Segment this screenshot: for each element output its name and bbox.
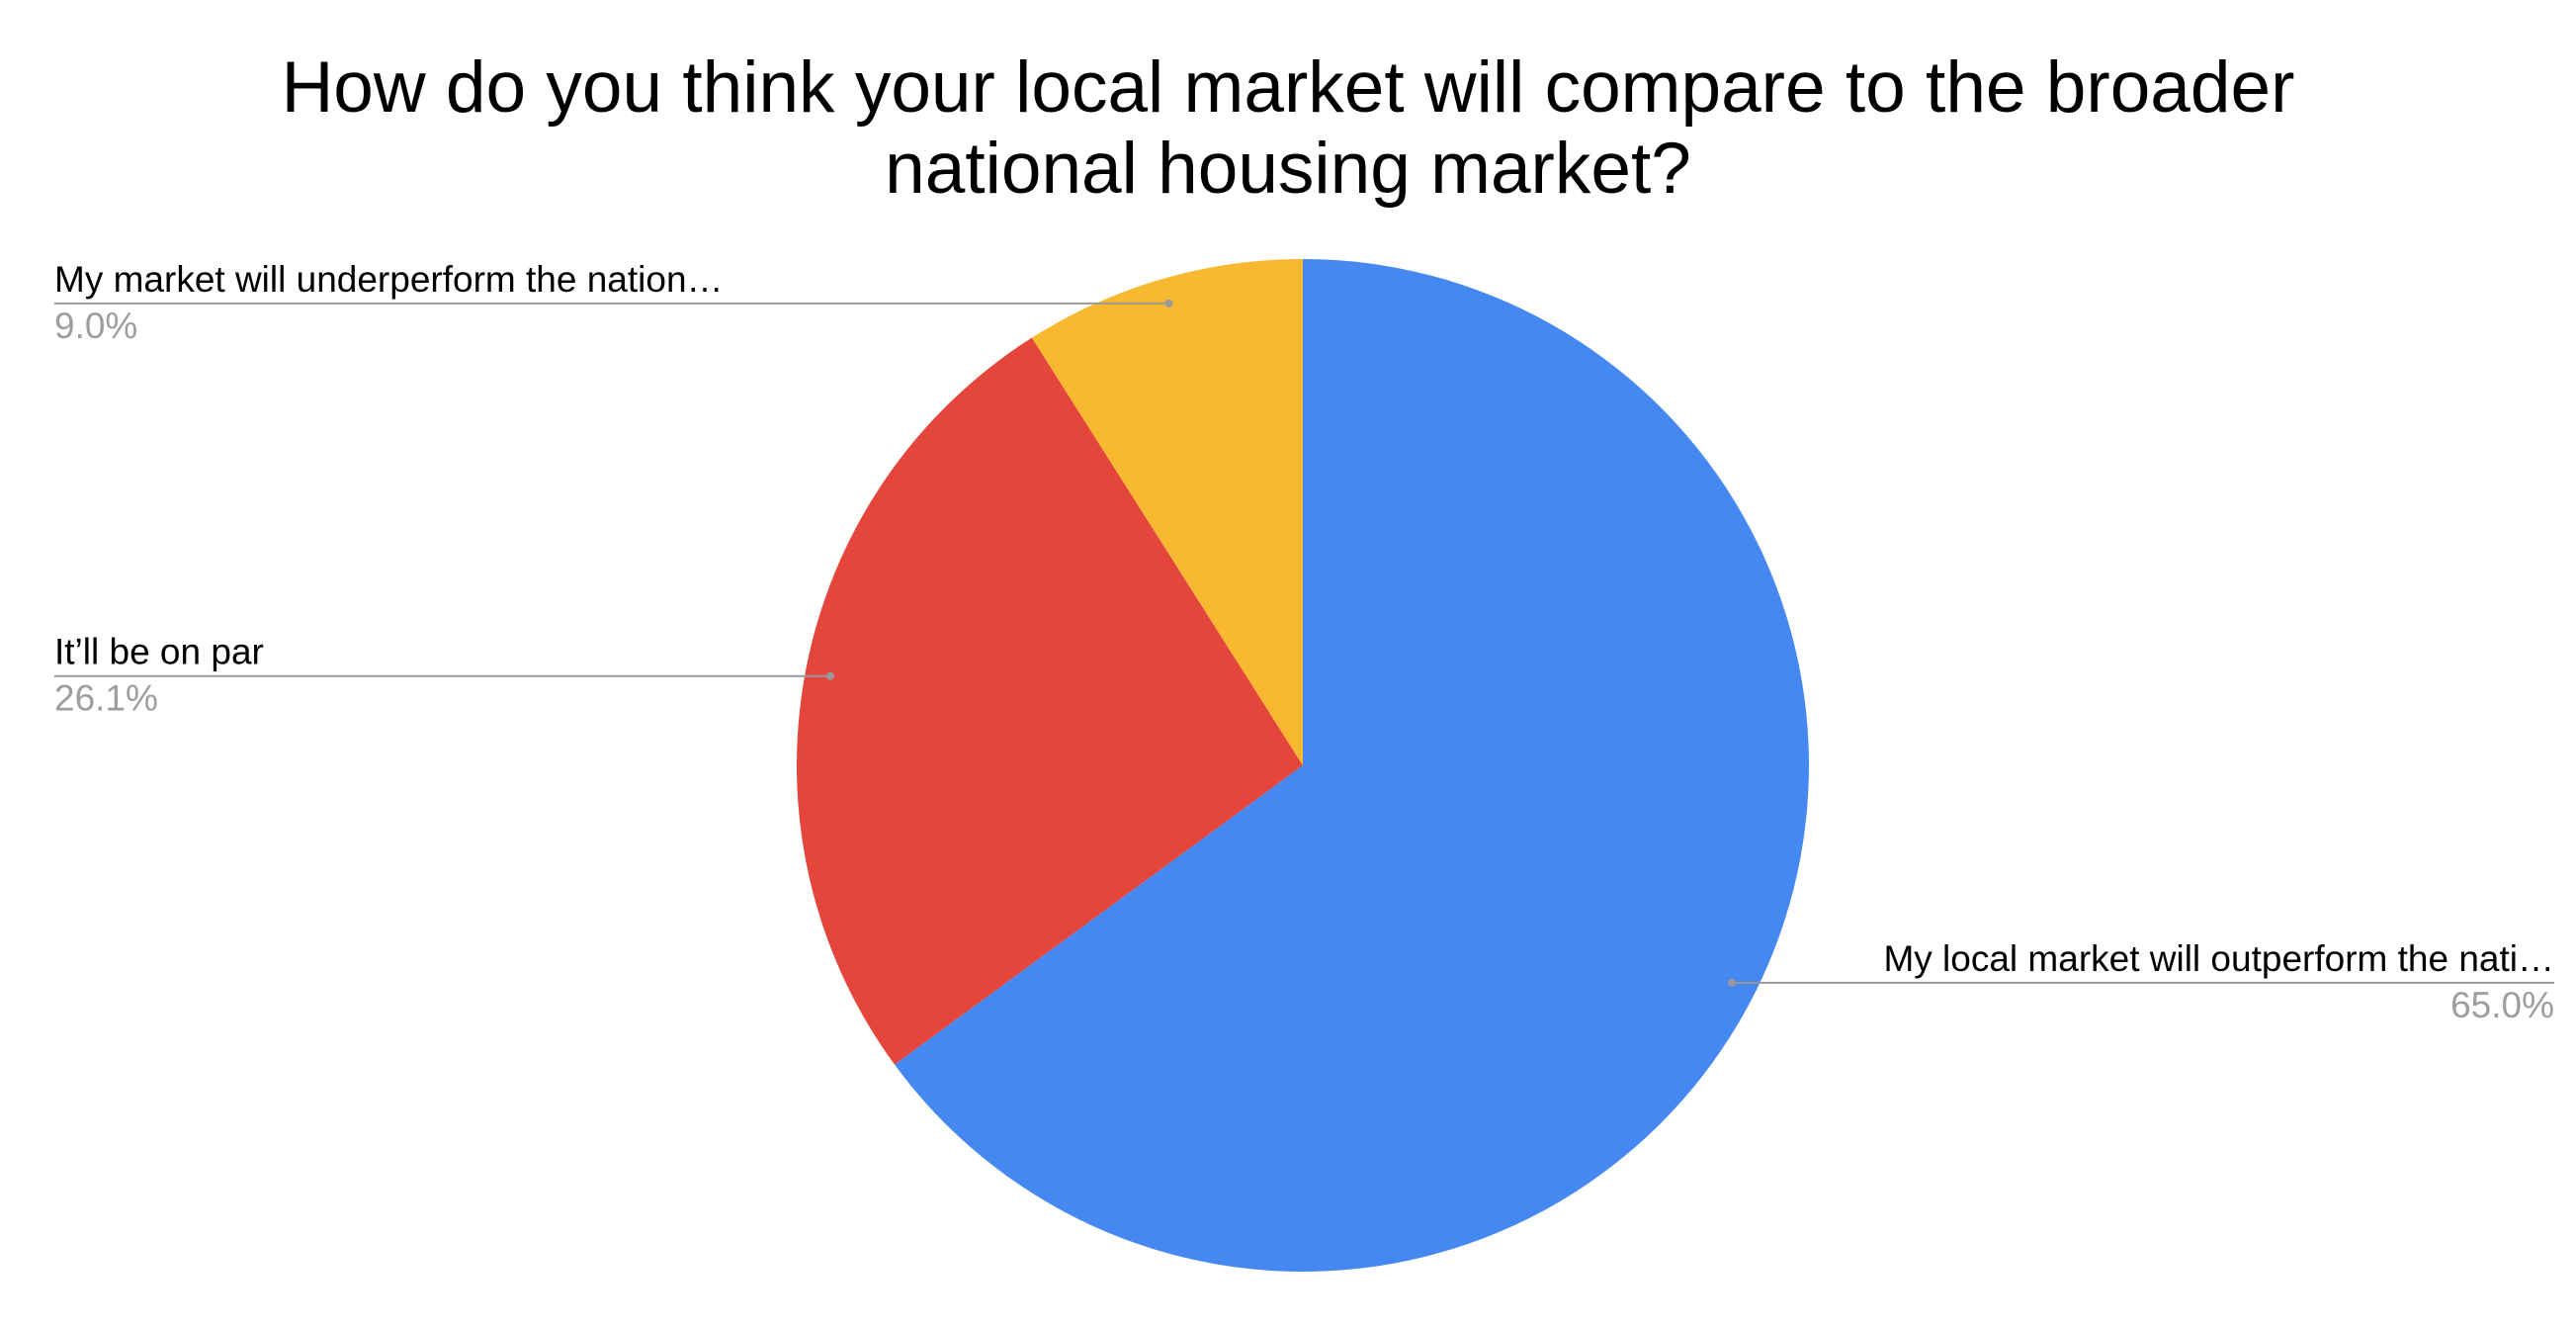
pie-slice bbox=[1031, 259, 1303, 765]
pie-slice bbox=[796, 337, 1303, 1065]
slice-label: It’ll be on par bbox=[54, 632, 264, 672]
leader-dot bbox=[1727, 978, 1736, 987]
slice-label: My market will underperform the nation… bbox=[54, 259, 724, 300]
leader-dot bbox=[1164, 299, 1173, 308]
value-label: 26.1% bbox=[54, 678, 158, 719]
slice-label: My local market will outperform the nati… bbox=[1883, 938, 2554, 979]
leader-dot bbox=[826, 671, 835, 680]
value-label: 65.0% bbox=[2450, 985, 2554, 1025]
value-label: 9.0% bbox=[54, 306, 137, 346]
chart-title: How do you think your local market will … bbox=[281, 47, 2295, 209]
pie-slice bbox=[895, 259, 1809, 1272]
